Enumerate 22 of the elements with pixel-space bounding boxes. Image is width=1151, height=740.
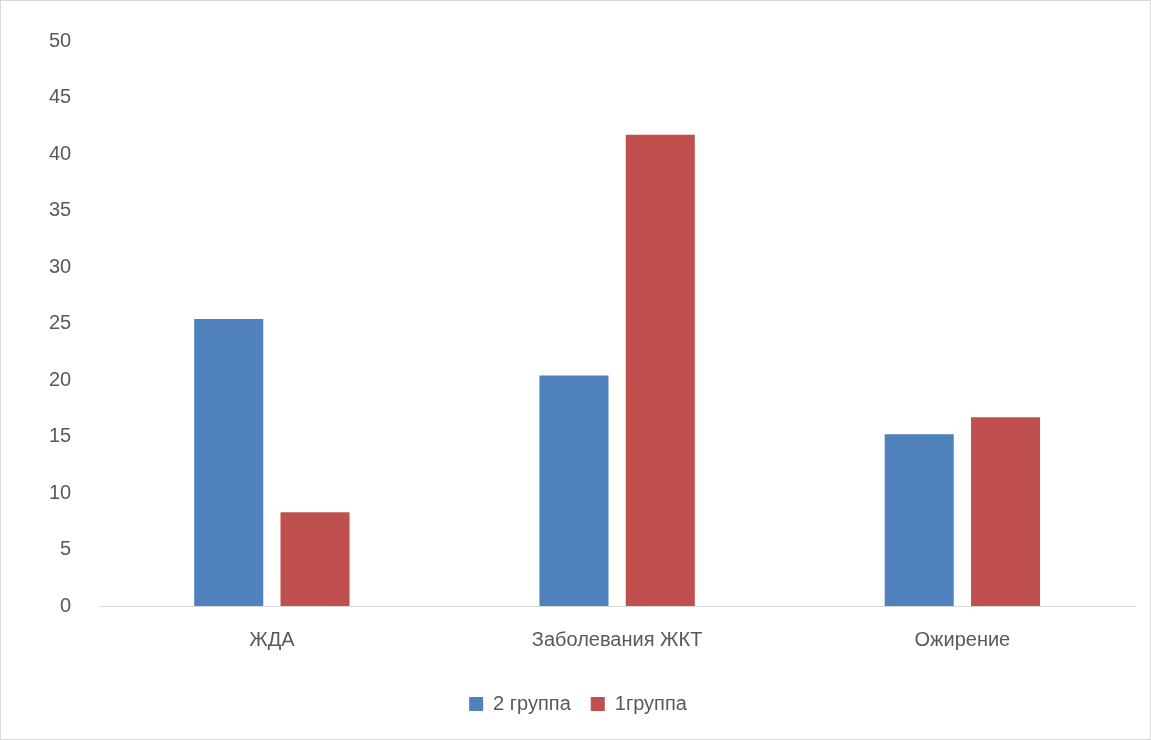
x-tick-label: Ожирение — [914, 627, 1011, 650]
bar — [971, 417, 1041, 606]
y-tick-label: 45 — [49, 85, 72, 108]
bar — [194, 318, 264, 606]
y-tick-label: 40 — [49, 141, 72, 164]
y-tick-label: 30 — [49, 254, 72, 277]
bar — [280, 512, 350, 606]
y-tick-label: 0 — [60, 593, 72, 616]
y-tick-label: 10 — [49, 480, 72, 503]
legend-label: 2 группа — [493, 691, 572, 714]
y-tick-label: 5 — [60, 537, 72, 560]
x-tick-label: ЖДА — [249, 627, 296, 650]
y-tick-label: 35 — [49, 198, 72, 221]
y-tick-label: 15 — [49, 424, 72, 447]
y-tick-label: 50 — [49, 28, 72, 51]
bar — [539, 375, 609, 606]
legend-label: 1группа — [614, 691, 688, 714]
y-tick-label: 25 — [49, 311, 72, 334]
x-tick-label: Заболевания ЖКТ — [531, 627, 703, 650]
y-tick-label: 20 — [49, 367, 72, 390]
bar — [884, 434, 954, 606]
bar — [625, 134, 695, 606]
